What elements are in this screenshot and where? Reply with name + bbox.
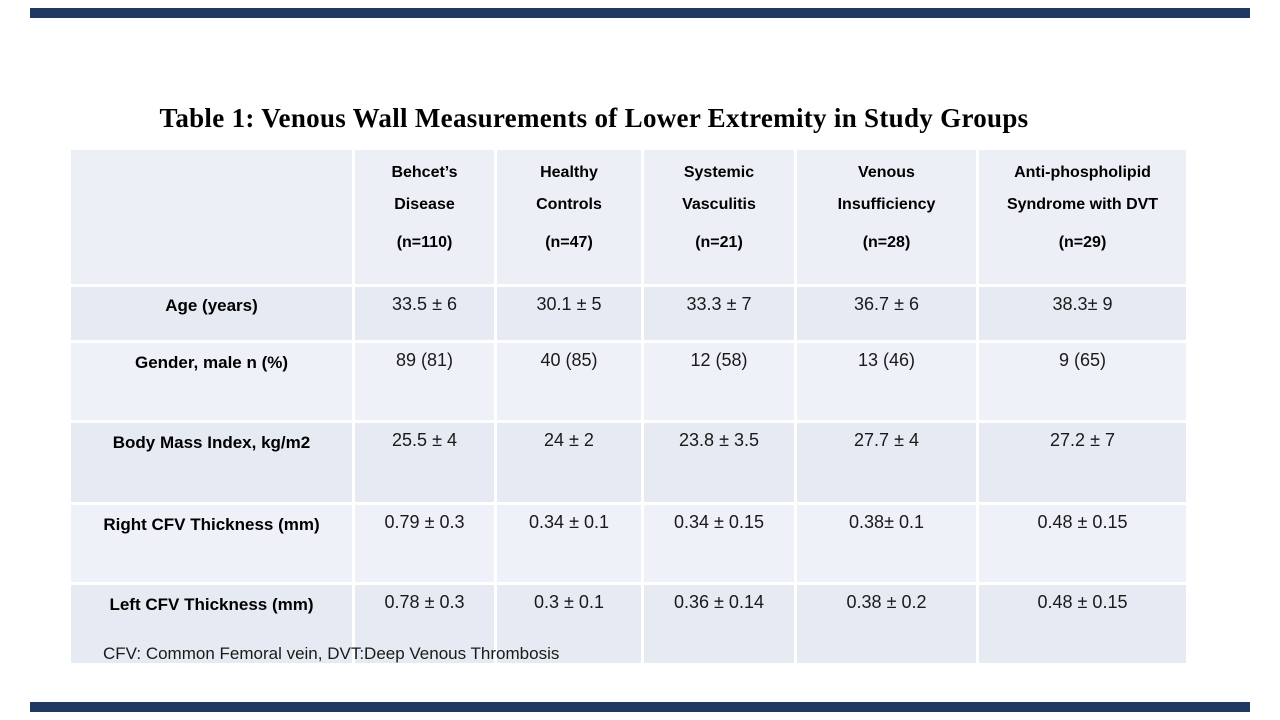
row-label: Left CFV Thickness (mm)	[68, 582, 355, 666]
column-header-venous-insufficiency: Venous Insufficiency (n=28)	[794, 147, 979, 287]
column-name-line: Healthy	[540, 164, 598, 181]
data-cell: 38.3± 9	[976, 284, 1189, 343]
table-footnote: CFV: Common Femoral vein, DVT:Deep Venou…	[103, 644, 560, 663]
data-cell: 0.79 ± 0.3	[352, 502, 497, 585]
table-row-bmi: Body Mass Index, kg/m2 25.5 ± 4 24 ± 2 2…	[68, 420, 1189, 505]
column-name-line: Systemic	[683, 164, 755, 181]
column-header-behcets-disease: Behcet’s Disease (n=110)	[352, 147, 497, 287]
data-cell: 12 (58)	[641, 340, 797, 423]
column-name-line: Anti-phospholipid	[1014, 164, 1151, 181]
column-name-line: Syndrome with DVT	[1006, 196, 1159, 213]
column-name-line: Venous	[858, 164, 915, 181]
column-n-label: (n=47)	[545, 234, 593, 251]
column-n-label: (n=28)	[862, 234, 911, 251]
data-cell: 23.8 ± 3.5	[641, 420, 797, 505]
data-cell: 0.38± 0.1	[794, 502, 979, 585]
column-header-systemic-vasculitis: Systemic Vasculitis (n=21)	[641, 147, 797, 287]
data-cell: 27.7 ± 4	[794, 420, 979, 505]
data-cell: 25.5 ± 4	[352, 420, 497, 505]
column-name-line: Vasculitis	[682, 196, 756, 213]
column-name-line: Behcet’s	[391, 164, 458, 181]
data-cell: 0.34 ± 0.1	[494, 502, 644, 585]
slide-top-accent-bar	[30, 8, 1250, 18]
table-row-left-cfv: Left CFV Thickness (mm) 0.78 ± 0.3 0.3 ±…	[68, 582, 1189, 666]
row-label: Right CFV Thickness (mm)	[68, 502, 355, 585]
data-cell: 0.78 ± 0.3	[352, 582, 497, 666]
data-cell: 0.36 ± 0.14	[641, 582, 797, 666]
row-label: Body Mass Index, kg/m2	[68, 420, 355, 505]
data-cell: 30.1 ± 5	[494, 284, 644, 343]
column-n-label: (n=110)	[396, 234, 453, 251]
data-cell: 36.7 ± 6	[794, 284, 979, 343]
column-name-line: Disease	[394, 196, 455, 213]
data-cell: 0.48 ± 0.15	[976, 582, 1189, 666]
data-cell: 9 (65)	[976, 340, 1189, 423]
data-cell: 33.3 ± 7	[641, 284, 797, 343]
data-cell: 33.5 ± 6	[352, 284, 497, 343]
corner-cell	[68, 147, 355, 287]
column-n-label: (n=29)	[1058, 234, 1107, 251]
data-cell: 89 (81)	[352, 340, 497, 423]
table-row-right-cfv: Right CFV Thickness (mm) 0.79 ± 0.3 0.34…	[68, 502, 1189, 585]
column-header-healthy-controls: Healthy Controls (n=47)	[494, 147, 644, 287]
data-cell: 40 (85)	[494, 340, 644, 423]
data-cell: 0.34 ± 0.15	[641, 502, 797, 585]
data-cell: 13 (46)	[794, 340, 979, 423]
data-cell: 0.38 ± 0.2	[794, 582, 979, 666]
table-title: Table 1: Venous Wall Measurements of Low…	[159, 103, 1029, 133]
row-label: Gender, male n (%)	[68, 340, 355, 423]
data-cell: 0.3 ± 0.1	[494, 582, 644, 666]
header-row: Behcet’s Disease (n=110) Healthy Control…	[68, 147, 1189, 287]
column-n-label: (n=21)	[695, 234, 743, 251]
data-cell: 24 ± 2	[494, 420, 644, 505]
column-name-line: Insufficiency	[837, 196, 936, 213]
row-label: Age (years)	[68, 284, 355, 343]
column-name-line: Controls	[536, 196, 602, 213]
venous-wall-measurements-table: Behcet’s Disease (n=110) Healthy Control…	[68, 147, 1189, 666]
column-header-antiphospholipid-dvt: Anti-phospholipid Syndrome with DVT (n=2…	[976, 147, 1189, 287]
data-cell: 27.2 ± 7	[976, 420, 1189, 505]
data-cell: 0.48 ± 0.15	[976, 502, 1189, 585]
table-row-gender: Gender, male n (%) 89 (81) 40 (85) 12 (5…	[68, 340, 1189, 423]
table-row-age: Age (years) 33.5 ± 6 30.1 ± 5 33.3 ± 7 3…	[68, 284, 1189, 343]
slide-bottom-accent-bar	[30, 702, 1250, 712]
